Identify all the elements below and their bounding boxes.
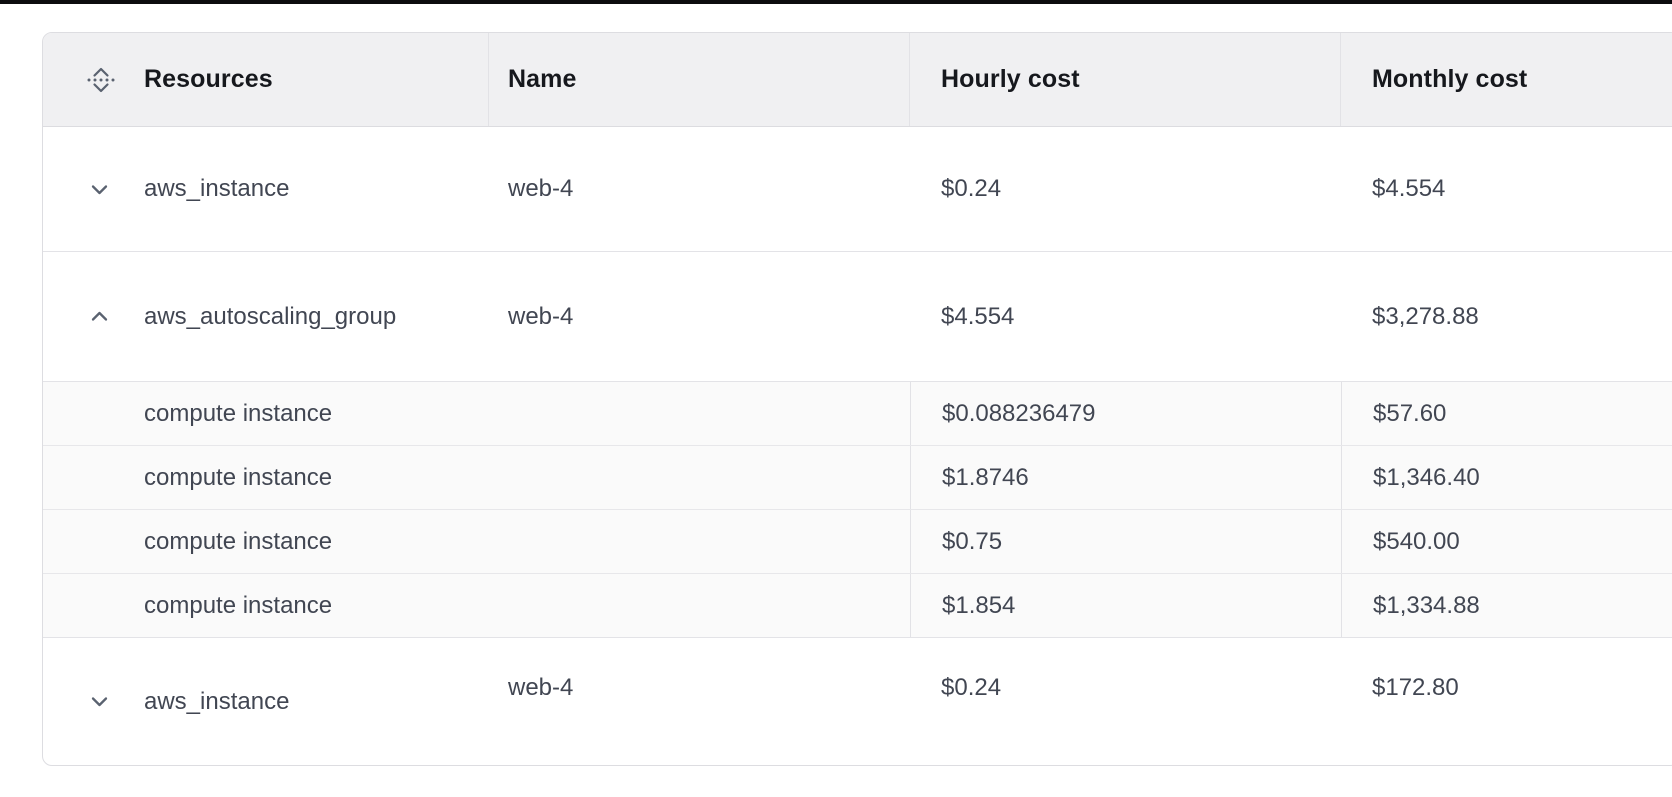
- component-label: compute instance: [144, 591, 333, 619]
- hourly-cost-cell: $4.554: [910, 252, 1341, 381]
- hourly-cost-cell: $0.24: [910, 638, 1341, 765]
- window-edge-bar: [0, 0, 1672, 4]
- monthly-cost-cell: $57.60: [1341, 382, 1672, 445]
- column-header-monthly-cost[interactable]: Monthly cost: [1341, 33, 1672, 126]
- resource-row[interactable]: aws_instance web-4 $0.24 $172.80: [43, 638, 1672, 765]
- component-label: compute instance: [144, 399, 333, 427]
- name-cell: web-4: [489, 638, 910, 765]
- monthly-cost-value: $1,334.88: [1373, 591, 1480, 619]
- cost-component-row: compute instance $1.8746 $1,346.40: [43, 445, 1672, 509]
- component-label-cell: compute instance: [43, 446, 910, 509]
- column-header-name[interactable]: Name: [489, 33, 910, 126]
- component-label: compute instance: [144, 527, 333, 555]
- monthly-cost-value: $1,346.40: [1373, 463, 1480, 491]
- cost-component-row: compute instance $0.75 $540.00: [43, 509, 1672, 573]
- monthly-cost-value: $4.554: [1372, 175, 1446, 202]
- chevron-down-icon[interactable]: [86, 176, 113, 203]
- resource-cell: aws_instance: [43, 638, 489, 765]
- monthly-cost-cell: $540.00: [1341, 510, 1672, 573]
- hourly-cost-cell: $1.8746: [910, 446, 1341, 509]
- name-cell: web-4: [489, 127, 910, 251]
- cost-component-row: compute instance $0.088236479 $57.60: [43, 382, 1672, 445]
- monthly-cost-cell: $4.554: [1341, 127, 1672, 251]
- chevron-down-icon[interactable]: [86, 688, 113, 715]
- hourly-cost-value: $1.854: [942, 591, 1016, 619]
- resource-type: aws_autoscaling_group: [144, 302, 397, 330]
- hourly-cost-cell: $0.75: [910, 510, 1341, 573]
- cost-components-section: compute instance $0.088236479 $57.60 com…: [43, 381, 1672, 638]
- resource-cell: aws_instance: [43, 127, 489, 251]
- resource-row-expanded[interactable]: aws_autoscaling_group web-4 $4.554 $3,27…: [43, 251, 1672, 381]
- column-header-label: Name: [508, 65, 577, 93]
- component-label-cell: compute instance: [43, 382, 910, 445]
- hourly-cost-value: $0.24: [941, 674, 1002, 701]
- monthly-cost-cell: $172.80: [1341, 638, 1672, 765]
- monthly-cost-value: $172.80: [1372, 674, 1459, 701]
- hourly-cost-value: $0.24: [941, 175, 1002, 202]
- component-label: compute instance: [144, 463, 333, 491]
- resource-type: aws_instance: [144, 175, 290, 202]
- name-cell: web-4: [489, 252, 910, 381]
- column-header-hourly-cost[interactable]: Hourly cost: [910, 33, 1341, 126]
- column-header-label: Hourly cost: [941, 65, 1080, 93]
- column-header-resources[interactable]: Resources: [43, 33, 489, 126]
- hourly-cost-cell: $0.088236479: [910, 382, 1341, 445]
- monthly-cost-cell: $1,346.40: [1341, 446, 1672, 509]
- cost-breakdown-table: Resources Name Hourly cost Monthly cost …: [42, 32, 1672, 766]
- resource-name: web-4: [508, 175, 574, 202]
- column-header-label: Monthly cost: [1372, 65, 1528, 93]
- sort-handle-icon[interactable]: [86, 64, 116, 96]
- cost-component-row: compute instance $1.854 $1,334.88: [43, 573, 1672, 637]
- monthly-cost-cell: $3,278.88: [1341, 252, 1672, 381]
- component-label-cell: compute instance: [43, 510, 910, 573]
- resource-row[interactable]: aws_instance web-4 $0.24 $4.554: [43, 127, 1672, 251]
- hourly-cost-cell: $1.854: [910, 574, 1341, 637]
- resource-type: aws_instance: [144, 687, 290, 715]
- column-header-label: Resources: [144, 65, 273, 93]
- resource-cell: aws_autoscaling_group: [43, 252, 489, 381]
- monthly-cost-cell: $1,334.88: [1341, 574, 1672, 637]
- monthly-cost-value: $540.00: [1373, 527, 1460, 555]
- component-label-cell: compute instance: [43, 574, 910, 637]
- monthly-cost-value: $57.60: [1373, 399, 1447, 427]
- hourly-cost-value: $0.088236479: [942, 399, 1096, 427]
- table-header-row: Resources Name Hourly cost Monthly cost: [43, 33, 1672, 127]
- hourly-cost-value: $1.8746: [942, 463, 1029, 491]
- resource-name: web-4: [508, 674, 574, 701]
- chevron-up-icon[interactable]: [86, 303, 113, 330]
- resource-name: web-4: [508, 302, 574, 330]
- monthly-cost-value: $3,278.88: [1372, 302, 1479, 330]
- hourly-cost-value: $4.554: [941, 302, 1015, 330]
- hourly-cost-value: $0.75: [942, 527, 1003, 555]
- hourly-cost-cell: $0.24: [910, 127, 1341, 251]
